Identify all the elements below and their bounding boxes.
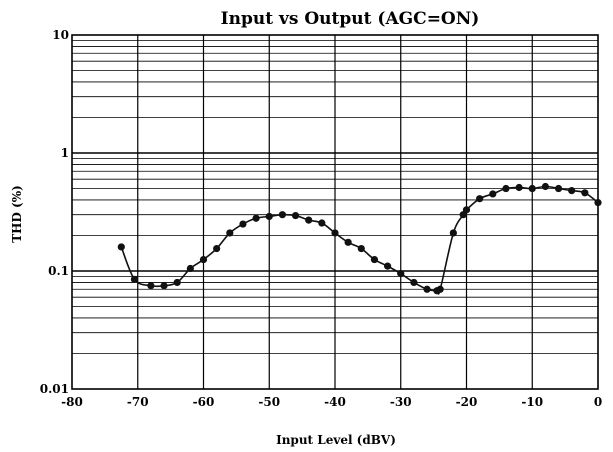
data-points [117,182,602,295]
data-point [568,187,576,195]
data-point [331,229,339,237]
series-line [120,185,599,295]
x-tick-label: -80 [61,395,83,409]
x-tick-label: -60 [193,395,215,409]
data-point [147,282,155,290]
x-tick-label: -40 [324,395,346,409]
data-point [515,183,523,192]
data-point [199,255,208,264]
data-point [581,189,589,197]
data-point [423,285,431,293]
x-tick-label: -10 [521,395,543,409]
data-point [436,285,444,293]
data-point [410,278,418,287]
y-tick-label: 10 [52,28,69,42]
chart-title: Input vs Output (AGC=ON) [221,9,480,29]
x-tick-label: -20 [456,395,478,409]
data-point [344,238,352,246]
data-point [291,211,300,220]
data-point [318,219,326,227]
data-point [160,282,168,290]
x-tick-label: 0 [594,395,602,409]
data-point [278,211,286,219]
data-point [449,229,457,237]
data-point [594,198,602,207]
x-tick-label: -30 [390,395,412,409]
data-point [397,270,405,278]
x-tick-labels: -80 -70 -60 -50 -40 -30 -20 -10 0 [61,395,602,409]
data-point [462,206,471,214]
data-point [265,212,273,221]
data-point [476,195,484,203]
data-point [541,182,550,191]
y-tick-label: 0.01 [40,382,69,396]
x-tick-label: -50 [258,395,280,409]
data-point [226,229,234,237]
data-point [370,255,379,264]
y-tick-label: 0.1 [48,264,69,278]
data-point [384,262,392,270]
data-point [528,184,536,193]
data-point [186,264,194,273]
data-point [502,184,510,193]
y-axis-label: THD (%) [10,185,24,243]
data-point [305,216,313,224]
data-point [239,220,247,228]
x-tick-label: -70 [127,395,149,409]
data-point [252,214,260,222]
data-point [130,275,139,283]
data-point [173,278,181,287]
data-point [554,184,563,193]
x-axis-label: Input Level (dBV) [276,433,396,447]
y-tick-labels: 0.01 0.1 1 10 [40,28,69,396]
data-point [117,243,125,251]
data-point [489,190,497,198]
data-point [213,244,221,253]
data-point [357,244,365,253]
grid [71,34,599,390]
y-tick-label: 1 [61,146,69,160]
